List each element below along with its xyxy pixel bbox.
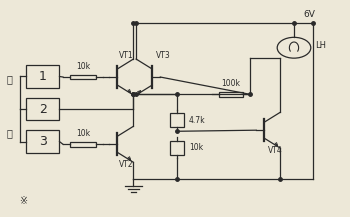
Text: VT3: VT3 [156,51,170,59]
Text: 通: 通 [6,128,12,138]
Text: 断: 断 [6,74,12,84]
Text: 10k: 10k [76,62,90,71]
Text: 3: 3 [39,135,47,148]
Text: 4.7k: 4.7k [189,116,206,125]
Bar [70,75,96,79]
Bar [26,98,60,120]
Text: 2: 2 [39,103,47,115]
Text: LH: LH [315,41,326,50]
Text: 100k: 100k [222,79,240,88]
Text: VT1: VT1 [119,51,134,59]
Bar [70,142,96,147]
Bar [26,130,60,153]
Text: 1: 1 [39,70,47,83]
Text: 10k: 10k [189,143,203,152]
Text: VT2: VT2 [119,160,134,169]
Text: VT4: VT4 [268,146,282,155]
Bar [26,65,60,88]
Text: 6V: 6V [304,10,316,19]
Text: ※: ※ [19,196,27,206]
Text: 10k: 10k [76,129,90,138]
Bar [170,141,184,155]
Bar [170,113,184,127]
Bar [219,92,243,97]
